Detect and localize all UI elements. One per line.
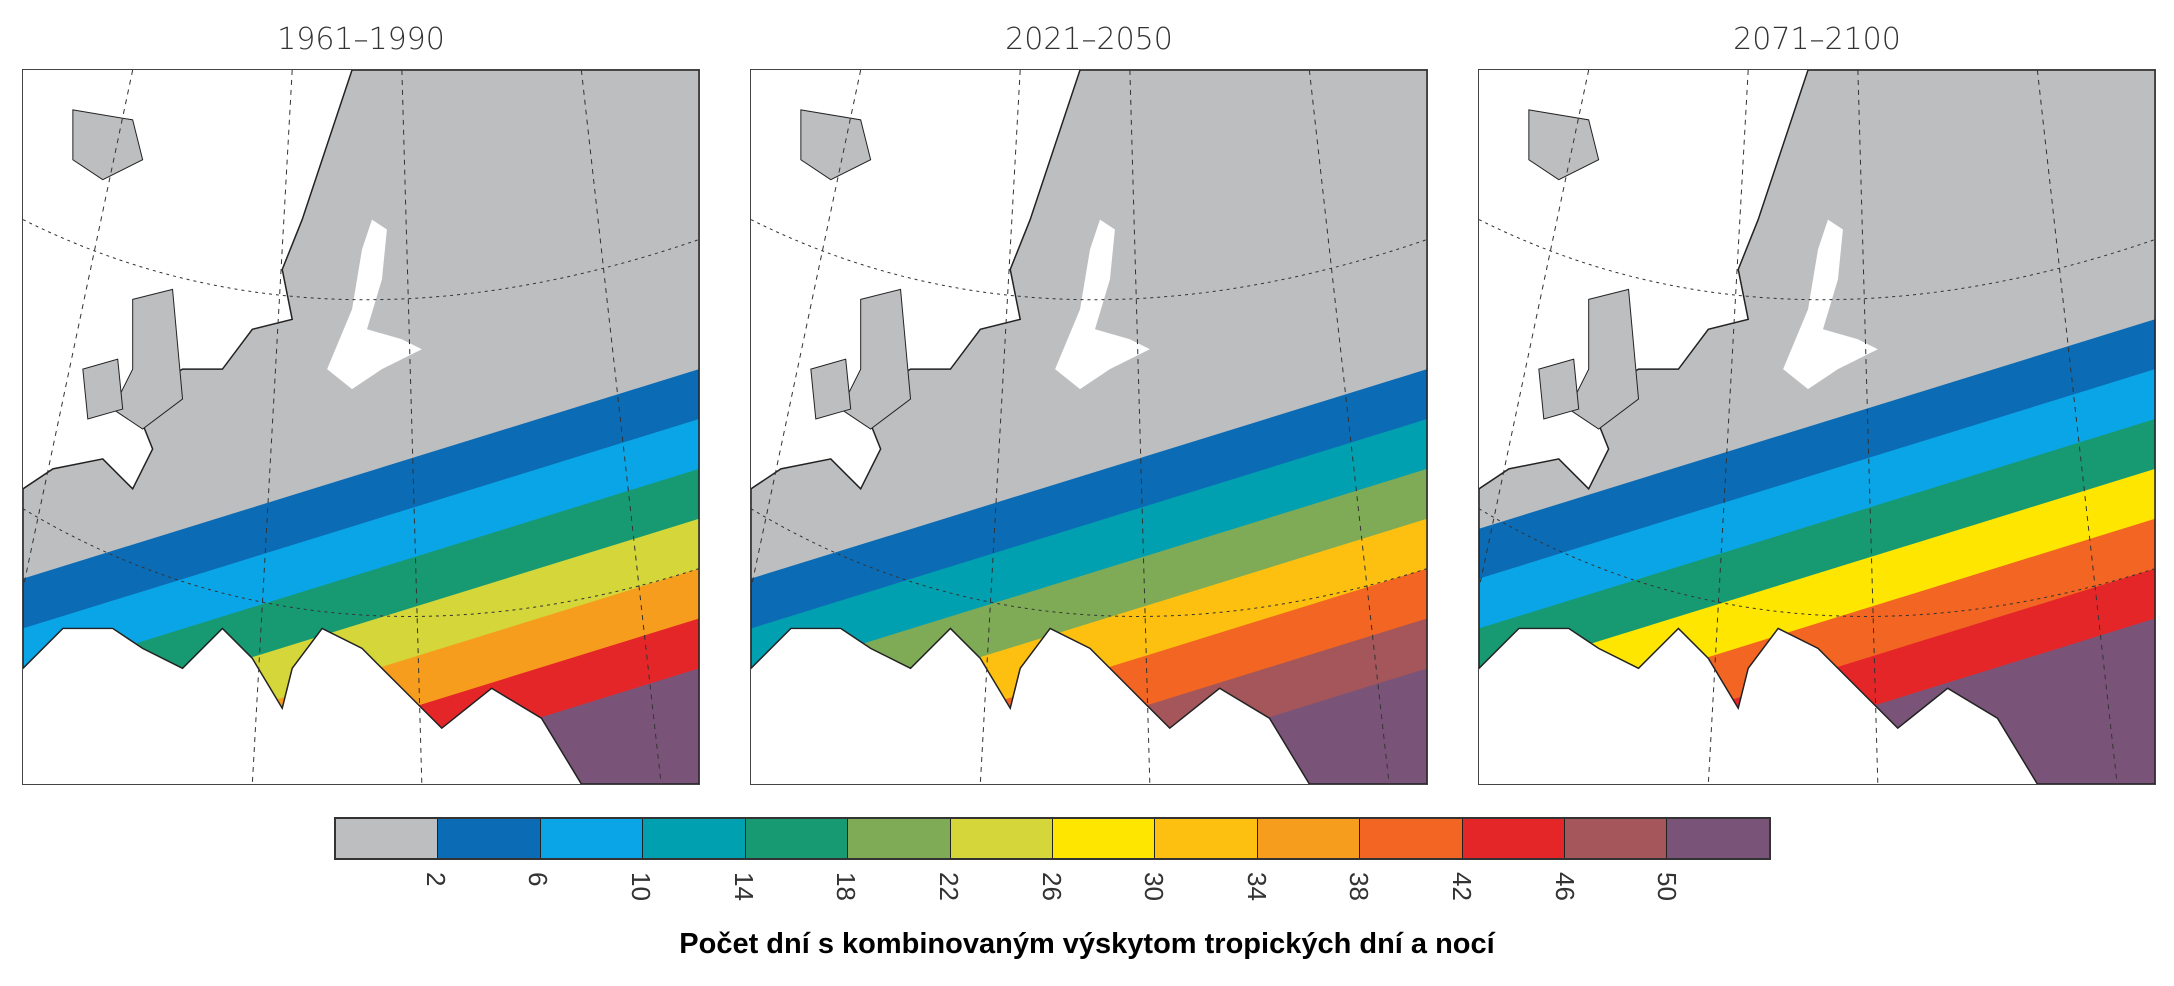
britain — [1568, 288, 1640, 430]
colorbar-tick-label: 26 — [1036, 872, 1067, 901]
map-panel-2 — [750, 69, 1428, 785]
colorbar-swatch-10 — [1360, 819, 1463, 858]
iceland — [800, 109, 872, 181]
iceland — [1528, 109, 1600, 181]
ireland — [1538, 358, 1580, 420]
colorbar-swatch-13 — [1667, 819, 1769, 858]
baltic-sea — [1783, 219, 1878, 390]
graticule-meridian — [2036, 70, 2118, 784]
colorbar-tick-label: 30 — [1139, 872, 1170, 901]
colorbar-tick-label: 2 — [420, 872, 451, 887]
colorbar-swatch-5 — [848, 819, 951, 858]
colorbar-swatch-12 — [1565, 819, 1668, 858]
colorbar-tick-label: 6 — [523, 872, 554, 887]
iceland — [72, 109, 144, 181]
colorbar-swatch-2 — [540, 819, 644, 858]
ireland — [810, 358, 852, 420]
colorbar-tick-label: 22 — [933, 872, 964, 901]
coastline — [23, 70, 699, 784]
colorbar-swatch-6 — [950, 819, 1053, 858]
graticule-meridian — [580, 70, 662, 784]
map-svg-3 — [1479, 70, 2155, 784]
britain — [112, 288, 184, 430]
map-panel-3 — [1478, 69, 2156, 785]
panel-title-2: 2021–2050 — [1005, 22, 1173, 57]
map-svg-2 — [751, 70, 1427, 784]
graticule-parallel — [751, 219, 1427, 301]
colorbar-tick-label: 18 — [831, 872, 862, 901]
colorbar-tick-label: 34 — [1241, 872, 1272, 901]
map-svg-1 — [23, 70, 699, 784]
colorbar-tick-label: 38 — [1344, 872, 1375, 901]
graticule-meridian — [1479, 70, 1590, 589]
colorbar-swatch-7 — [1052, 819, 1156, 858]
ireland — [82, 358, 124, 420]
baltic-sea — [1055, 219, 1150, 390]
colorbar-tick-label: 10 — [625, 872, 656, 901]
britain — [840, 288, 912, 430]
graticule-meridian — [23, 70, 134, 589]
coastline — [1479, 70, 2155, 784]
colorbar-tick-label: 14 — [728, 872, 759, 901]
colorbar-swatch-0 — [336, 819, 439, 858]
baltic-sea — [327, 219, 422, 390]
colorbar-label: Počet dní s kombinovaným výskytom tropic… — [679, 928, 1495, 960]
colorbar-swatch-3 — [643, 819, 746, 858]
colorbar-tick-label: 46 — [1549, 872, 1580, 901]
colorbar-tick-label: 42 — [1447, 872, 1478, 901]
colorbar-tick-label: 50 — [1652, 872, 1683, 901]
graticule-meridian — [751, 70, 862, 589]
panel-title-3: 2071–2100 — [1733, 22, 1901, 57]
panel-title-1: 1961–1990 — [277, 22, 445, 57]
colorbar-swatch-4 — [745, 819, 849, 858]
colorbar-swatch-1 — [438, 819, 541, 858]
colorbar-swatch-8 — [1155, 819, 1258, 858]
graticule-parallel — [1479, 219, 2155, 301]
colorbar — [334, 817, 1771, 860]
colorbar-swatch-11 — [1462, 819, 1566, 858]
map-panel-1 — [22, 69, 700, 785]
coastline — [751, 70, 1427, 784]
colorbar-swatch-9 — [1257, 819, 1361, 858]
graticule-meridian — [1308, 70, 1390, 784]
graticule-parallel — [23, 219, 699, 301]
